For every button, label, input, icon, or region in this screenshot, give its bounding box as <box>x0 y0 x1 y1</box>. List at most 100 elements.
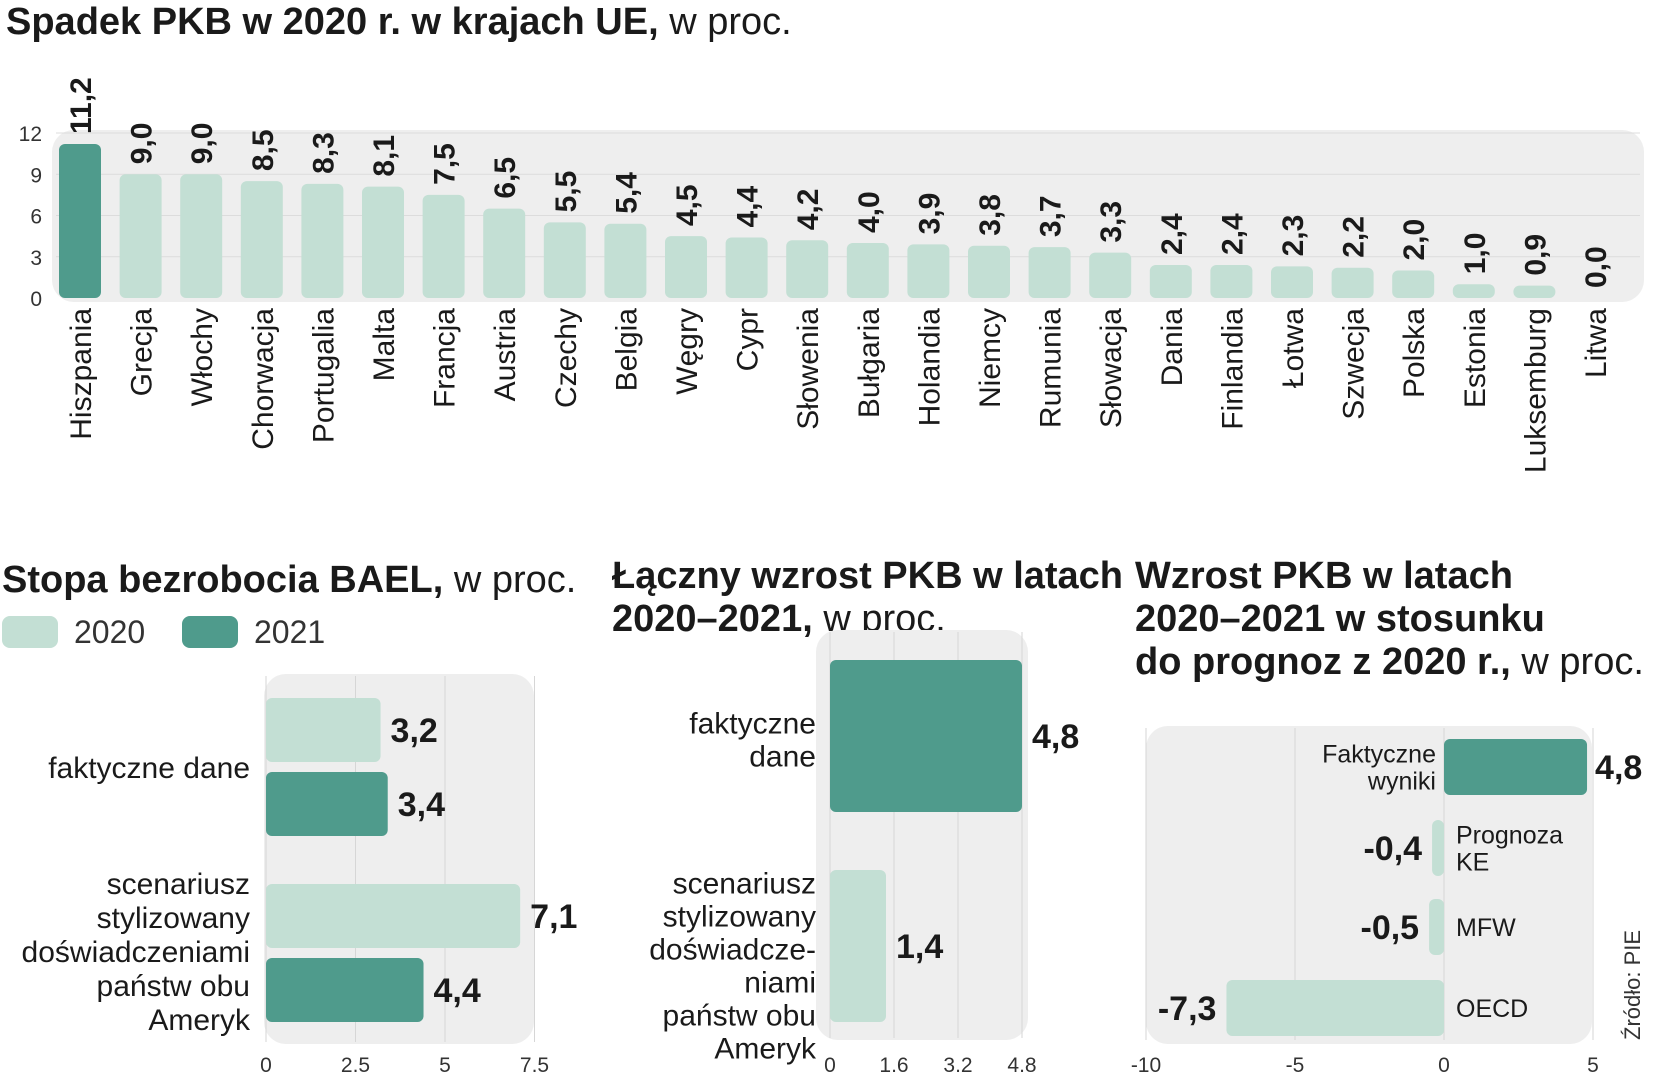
gdp-decline-country-label: Cypr <box>732 308 765 371</box>
gdp-decline-bar <box>301 183 344 298</box>
source-note: Źródło: PIE <box>1620 930 1645 1040</box>
gdp-decline-ytick: 0 <box>30 288 42 311</box>
gdp-decline-country-label: Bułgaria <box>853 308 886 418</box>
gdp-decline-bar <box>907 244 950 298</box>
cumulative-growth-bar <box>830 870 886 1022</box>
gdp-decline-country-label: Luksemburg <box>1519 308 1552 473</box>
unemployment-plot-panel <box>264 674 534 1044</box>
gdp-decline-bar <box>362 186 404 298</box>
gdp-decline-bar <box>968 245 1010 298</box>
unemployment-bar <box>266 884 521 948</box>
unemployment-xtick: 7.5 <box>520 1054 549 1077</box>
gdp-decline-bar <box>786 240 829 298</box>
forecast-bar <box>1429 899 1444 955</box>
gdp-decline-ytick: 3 <box>30 247 42 270</box>
gdp-decline-value-label: 1,0 <box>1459 233 1492 275</box>
gdp-decline-country-label: Łotwa <box>1277 308 1310 388</box>
gdp-decline-country-label: Austria <box>489 308 522 402</box>
cumulative-growth-value-label: 4,8 <box>1032 718 1079 756</box>
gdp-decline-country-label: Hiszpania <box>65 308 98 440</box>
gdp-decline-title: Spadek PKB w 2020 r. w krajach UE, w pro… <box>6 1 792 43</box>
gdp-decline-bar <box>422 194 465 298</box>
legend-label-2020: 2020 <box>74 614 145 650</box>
cumulative-growth-category-label: niami <box>744 967 816 1000</box>
gdp-decline-value-label: 2,0 <box>1398 219 1431 261</box>
unemployment-category-label: scenariusz <box>107 868 250 901</box>
gdp-decline-ytick: 12 <box>19 123 42 146</box>
cumulative-growth-value-label: 1,4 <box>896 928 943 966</box>
gdp-decline-bar <box>1331 267 1374 298</box>
gdp-decline-value-label: 8,1 <box>368 135 401 177</box>
forecast-category-label: MFW <box>1456 914 1516 942</box>
gdp-decline-value-label: 6,5 <box>489 157 522 199</box>
cumulative-growth-category-label: państw obu <box>663 1000 816 1033</box>
forecast-value-label: -0,4 <box>1363 830 1422 868</box>
forecast-bar <box>1444 739 1588 795</box>
gdp-decline-ytick: 9 <box>30 164 42 187</box>
gdp-decline-value-label: 4,2 <box>792 189 825 231</box>
growth-vs-forecast-chart: Wzrost PKB w latach 2020–2021 w stosunku… <box>1131 555 1644 1077</box>
forecast-plot-panel <box>1146 726 1592 1044</box>
unemployment-chart: Stopa bezrobocia BAEL, w proc. 2020 2021… <box>2 559 577 1077</box>
gdp-decline-value-label: 2,2 <box>1338 216 1371 258</box>
unemployment-category-label: faktyczne dane <box>48 752 250 785</box>
gdp-decline-value-label: 3,8 <box>974 194 1007 236</box>
forecast-title-line1: Wzrost PKB w latach <box>1135 555 1513 597</box>
gdp-decline-chart: Spadek PKB w 2020 r. w krajach UE, w pro… <box>6 1 1644 473</box>
gdp-decline-country-label: Włochy <box>186 308 219 406</box>
forecast-value-label: -7,3 <box>1158 990 1217 1028</box>
gdp-decline-value-label: 0,0 <box>1580 246 1613 288</box>
gdp-decline-value-label: 2,4 <box>1156 213 1189 255</box>
forecast-category-label: Faktyczne <box>1322 741 1436 769</box>
unemployment-bar <box>266 958 424 1022</box>
gdp-decline-ytick: 6 <box>30 206 42 229</box>
gdp-decline-bar <box>240 181 283 298</box>
gdp-decline-country-label: Polska <box>1398 308 1431 398</box>
gdp-decline-country-label: Szwecja <box>1338 308 1371 420</box>
unemployment-xtick: 2.5 <box>341 1054 370 1077</box>
gdp-decline-country-label: Estonia <box>1459 308 1492 408</box>
gdp-decline-bar <box>846 243 889 298</box>
gdp-decline-bar <box>665 236 707 298</box>
forecast-category-label: Prognoza <box>1456 822 1563 850</box>
forecast-category-label: OECD <box>1456 995 1528 1023</box>
gdp-decline-value-label: 4,5 <box>671 184 704 226</box>
unemployment-category-label: stylizowany <box>97 902 250 935</box>
gdp-decline-country-label: Słowenia <box>792 308 825 430</box>
gdp-decline-country-label: Portugalia <box>307 308 340 443</box>
gdp-decline-bar <box>543 222 586 298</box>
gdp-decline-bar <box>1271 266 1313 298</box>
gdp-decline-country-label: Dania <box>1156 308 1189 387</box>
gdp-decline-bar <box>725 237 768 298</box>
cumulative-growth-category-label: doświadcze- <box>649 934 816 967</box>
unemployment-value-label: 7,1 <box>530 898 577 936</box>
unemployment-value-label: 4,4 <box>434 972 481 1010</box>
unemployment-xtick: 0 <box>260 1054 272 1077</box>
forecast-xtick: 0 <box>1438 1054 1450 1077</box>
gdp-decline-bar <box>1028 247 1071 298</box>
forecast-title-line2: 2020–2021 w stosunku <box>1135 598 1545 640</box>
gdp-decline-country-label: Finlandia <box>1216 308 1249 430</box>
gdp-decline-country-label: Litwa <box>1580 308 1613 378</box>
gdp-decline-value-label: 3,3 <box>1095 201 1128 243</box>
gdp-decline-bar <box>483 208 526 298</box>
unemployment-xtick: 5 <box>439 1054 451 1077</box>
forecast-xtick: -5 <box>1286 1054 1305 1077</box>
gdp-decline-bar <box>1513 285 1556 298</box>
cumulative-growth-xtick: 1.6 <box>879 1054 908 1077</box>
unemployment-category-label: państw obu <box>97 970 250 1003</box>
forecast-category-label: KE <box>1456 849 1489 877</box>
gdp-decline-value-label: 7,5 <box>429 143 462 185</box>
gdp-decline-country-label: Holandia <box>913 308 946 427</box>
cumulative-growth-category-label: dane <box>749 741 816 774</box>
forecast-title-line3: do prognoz z 2020 r., w proc. <box>1135 641 1644 683</box>
gdp-decline-value-label: 0,9 <box>1519 234 1552 276</box>
gdp-decline-bar <box>180 174 223 298</box>
forecast-bar <box>1432 820 1444 876</box>
forecast-xtick: -10 <box>1131 1054 1161 1077</box>
gdp-decline-bar <box>1452 284 1495 298</box>
gdp-decline-value-label: 2,4 <box>1216 213 1249 255</box>
cumulative-growth-xtick: 3.2 <box>943 1054 972 1077</box>
gdp-decline-country-label: Grecja <box>126 308 159 397</box>
